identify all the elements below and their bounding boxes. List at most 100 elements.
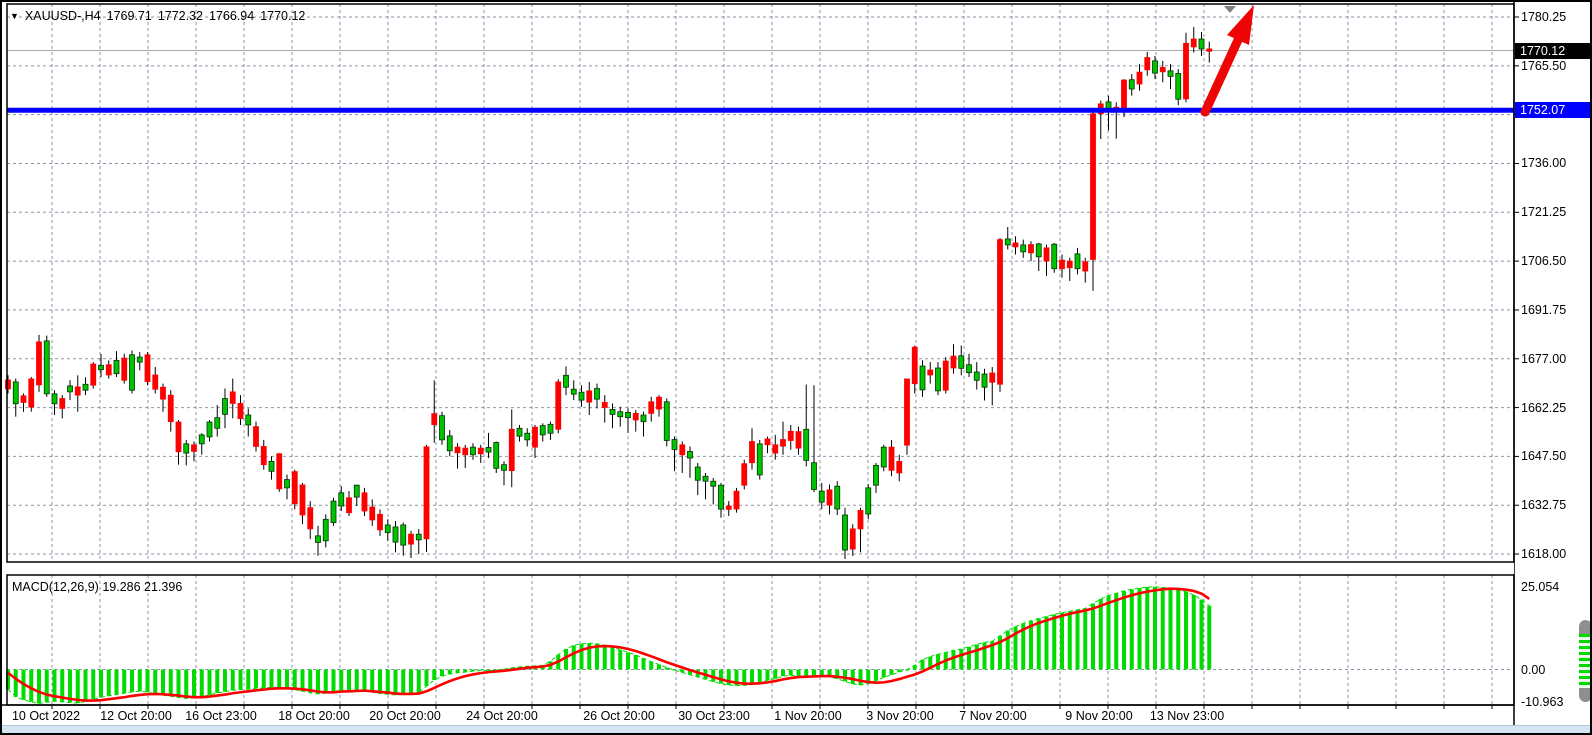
macd-histogram-bar	[889, 669, 894, 675]
macd-axis-label: 25.054	[1521, 579, 1560, 594]
scrollbar-thumb[interactable]	[1579, 634, 1590, 688]
candle-body	[485, 447, 492, 453]
macd-main-value: 19.286	[102, 580, 141, 594]
macd-histogram-bar	[967, 646, 971, 670]
macd-histogram-bar	[1029, 620, 1033, 670]
candle-body	[958, 355, 965, 369]
macd-histogram-bar	[1060, 612, 1064, 670]
macd-histogram-bar	[238, 669, 243, 690]
macd-histogram-bar	[471, 669, 475, 672]
macd-histogram-bar	[866, 669, 871, 684]
time-axis-label: 26 Oct 20:00	[583, 709, 655, 723]
candle-body	[284, 479, 290, 489]
macd-histogram-bar	[424, 669, 429, 686]
candle-body	[431, 413, 438, 426]
macd-histogram-bar	[277, 669, 282, 688]
panel-splitter[interactable]	[2, 563, 1514, 574]
macd-histogram-bar	[29, 669, 34, 702]
candle-body	[415, 533, 422, 541]
macd-histogram-bar	[998, 635, 1002, 670]
scrollbar[interactable]	[1579, 620, 1590, 702]
candle-body	[90, 363, 97, 386]
candle-body	[206, 421, 213, 438]
macd-histogram-bar	[936, 654, 940, 670]
candle-body	[973, 371, 980, 381]
candle-body	[136, 356, 143, 363]
candle-body	[152, 374, 159, 390]
macd-histogram-bar	[1052, 614, 1057, 670]
macd-histogram-bar	[1067, 611, 1072, 670]
macd-histogram-bar	[649, 661, 654, 670]
macd-histogram-bar	[788, 669, 793, 676]
candle-body	[570, 388, 577, 395]
price-axis-label: 1721.25	[1521, 205, 1567, 220]
macd-histogram-bar	[1207, 605, 1212, 670]
candle-body	[183, 443, 190, 454]
candle-body	[555, 381, 562, 430]
macd-main-line	[7, 586, 1210, 704]
macd-histogram-bar	[1184, 591, 1188, 670]
candle-body	[470, 446, 476, 456]
candle-body	[51, 393, 58, 405]
macd-histogram-bar	[269, 669, 274, 688]
candle-body	[1190, 38, 1197, 48]
macd-histogram-bar	[1199, 599, 1204, 670]
chevron-down-icon[interactable]: ▼	[10, 10, 19, 21]
macd-histogram-bar	[416, 669, 421, 693]
macd-histogram-bar	[1114, 593, 1119, 670]
candle-body	[400, 524, 407, 546]
candle-body	[1059, 259, 1065, 270]
macd-histogram-bar	[223, 669, 227, 692]
price-axis-label: 1677.00	[1521, 351, 1567, 366]
candle-body	[28, 378, 35, 408]
candle-body	[594, 388, 600, 400]
macd-histogram-bar	[571, 645, 576, 670]
candle-body	[384, 524, 391, 533]
candle-body	[663, 401, 670, 441]
macd-histogram-bar	[161, 669, 165, 696]
candle-body	[446, 435, 453, 452]
macd-histogram-bar	[401, 669, 406, 695]
time-axis-label: 1 Nov 20:00	[774, 709, 842, 723]
candle-body	[795, 431, 802, 449]
candle-body	[1183, 42, 1189, 100]
macd-histogram-bar	[75, 669, 80, 704]
ohlc-high: 1772.32	[157, 9, 204, 23]
price-axis-label: 1765.50	[1521, 58, 1567, 73]
candle-body	[563, 374, 569, 388]
candle-body	[98, 364, 104, 371]
price-axis-label: 1662.25	[1521, 400, 1567, 415]
macd-histogram-bar	[750, 669, 754, 685]
candle-body	[291, 471, 298, 505]
candle-body	[322, 518, 329, 542]
macd-histogram-bar	[641, 658, 646, 670]
macd-histogram-bar	[362, 669, 367, 691]
candle-body	[338, 492, 345, 507]
candle-body	[74, 386, 81, 396]
macd-histogram-bar	[52, 669, 57, 702]
macd-histogram-bar	[579, 643, 584, 670]
candle-body	[888, 446, 895, 471]
macd-histogram-bar	[6, 669, 10, 690]
trend-arrow-shaft	[1200, 35, 1243, 117]
candle-body	[834, 485, 841, 510]
candle-body	[532, 426, 538, 448]
macd-histogram-bar	[455, 669, 460, 673]
macd-histogram-bar	[920, 659, 925, 670]
candle-body	[439, 415, 445, 441]
candle-body	[299, 484, 306, 516]
candle-body	[749, 441, 755, 464]
macd-histogram-bar	[719, 669, 723, 684]
candle-body	[59, 398, 66, 409]
symbol-header[interactable]: ▼ XAUUSD-,H4 1769.71 1772.32 1766.94 177…	[10, 9, 305, 23]
candle-body	[1167, 70, 1174, 77]
macd-histogram-bar	[974, 644, 979, 670]
macd-histogram-bar	[1075, 609, 1080, 670]
candle-body	[849, 528, 856, 550]
time-axis-label: 12 Oct 20:00	[100, 709, 172, 723]
candle-body	[5, 379, 11, 390]
price-axis-label: 1632.75	[1521, 498, 1567, 513]
candle-body	[787, 430, 794, 441]
macd-histogram-bar	[114, 669, 119, 695]
